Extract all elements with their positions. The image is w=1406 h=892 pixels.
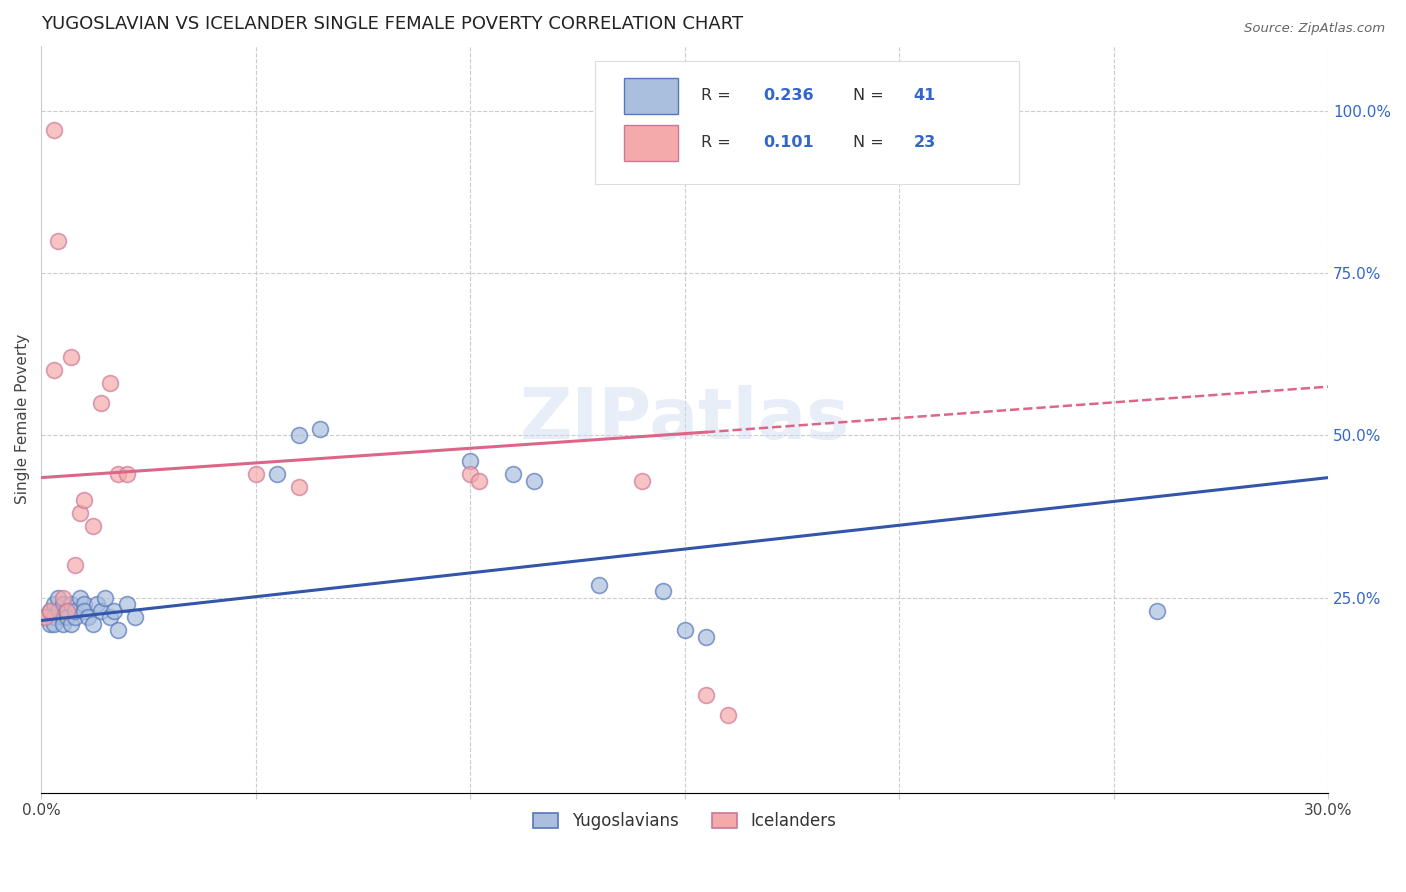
Point bbox=[51, 610, 73, 624]
Text: YUGOSLAVIAN VS ICELANDER SINGLE FEMALE POVERTY CORRELATION CHART: YUGOSLAVIAN VS ICELANDER SINGLE FEMALE P… bbox=[41, 15, 744, 33]
Point bbox=[716, 707, 738, 722]
Point bbox=[90, 604, 112, 618]
Point bbox=[73, 604, 96, 618]
Point bbox=[34, 610, 56, 624]
Point bbox=[34, 610, 56, 624]
Point bbox=[56, 610, 79, 624]
Point bbox=[86, 597, 108, 611]
Text: R =: R = bbox=[702, 136, 737, 150]
Point bbox=[115, 467, 138, 482]
Text: 0.101: 0.101 bbox=[763, 136, 814, 150]
Point bbox=[287, 480, 309, 494]
Point bbox=[695, 630, 717, 644]
Y-axis label: Single Female Poverty: Single Female Poverty bbox=[15, 334, 30, 504]
Point bbox=[46, 604, 69, 618]
Point bbox=[82, 519, 104, 533]
Point bbox=[1146, 604, 1168, 618]
Point bbox=[502, 467, 524, 482]
Point bbox=[266, 467, 288, 482]
Point bbox=[77, 610, 100, 624]
Point bbox=[38, 604, 60, 618]
Point bbox=[69, 591, 91, 605]
Text: N =: N = bbox=[853, 136, 889, 150]
Point bbox=[309, 422, 332, 436]
Point bbox=[60, 351, 83, 365]
Text: R =: R = bbox=[702, 88, 737, 103]
Text: 41: 41 bbox=[914, 88, 936, 103]
Point bbox=[38, 616, 60, 631]
Point bbox=[245, 467, 267, 482]
Point bbox=[630, 474, 652, 488]
Text: Source: ZipAtlas.com: Source: ZipAtlas.com bbox=[1244, 22, 1385, 36]
Point bbox=[38, 604, 60, 618]
Point bbox=[42, 610, 65, 624]
Point bbox=[60, 597, 83, 611]
Point bbox=[124, 610, 146, 624]
Point bbox=[98, 610, 121, 624]
Point bbox=[652, 584, 675, 599]
Point bbox=[107, 624, 129, 638]
Point bbox=[695, 688, 717, 702]
Point bbox=[42, 123, 65, 137]
Point bbox=[73, 493, 96, 508]
Point bbox=[98, 376, 121, 391]
Point bbox=[673, 624, 696, 638]
Text: 0.236: 0.236 bbox=[763, 88, 814, 103]
Point bbox=[42, 597, 65, 611]
FancyBboxPatch shape bbox=[624, 125, 678, 161]
Point bbox=[458, 454, 481, 468]
Point bbox=[458, 467, 481, 482]
Point bbox=[287, 428, 309, 442]
Point bbox=[115, 597, 138, 611]
Point bbox=[107, 467, 129, 482]
Point bbox=[94, 591, 117, 605]
Point bbox=[69, 507, 91, 521]
Point bbox=[60, 616, 83, 631]
Point bbox=[42, 363, 65, 377]
Legend: Yugoslavians, Icelanders: Yugoslavians, Icelanders bbox=[527, 805, 842, 837]
Point bbox=[51, 616, 73, 631]
Text: ZIPatlas: ZIPatlas bbox=[520, 384, 849, 454]
Point bbox=[73, 597, 96, 611]
Point bbox=[65, 610, 87, 624]
Text: N =: N = bbox=[853, 88, 889, 103]
Point bbox=[588, 578, 610, 592]
Point bbox=[46, 234, 69, 248]
Point bbox=[90, 396, 112, 410]
Point bbox=[56, 604, 79, 618]
Point bbox=[103, 604, 125, 618]
Text: 23: 23 bbox=[914, 136, 936, 150]
Point bbox=[523, 474, 546, 488]
Point bbox=[82, 616, 104, 631]
Point bbox=[65, 604, 87, 618]
Point bbox=[467, 474, 489, 488]
Point bbox=[65, 558, 87, 573]
FancyBboxPatch shape bbox=[595, 61, 1019, 184]
Point bbox=[56, 604, 79, 618]
FancyBboxPatch shape bbox=[624, 78, 678, 113]
Point bbox=[46, 591, 69, 605]
Point bbox=[51, 591, 73, 605]
Point bbox=[42, 616, 65, 631]
Point bbox=[51, 597, 73, 611]
